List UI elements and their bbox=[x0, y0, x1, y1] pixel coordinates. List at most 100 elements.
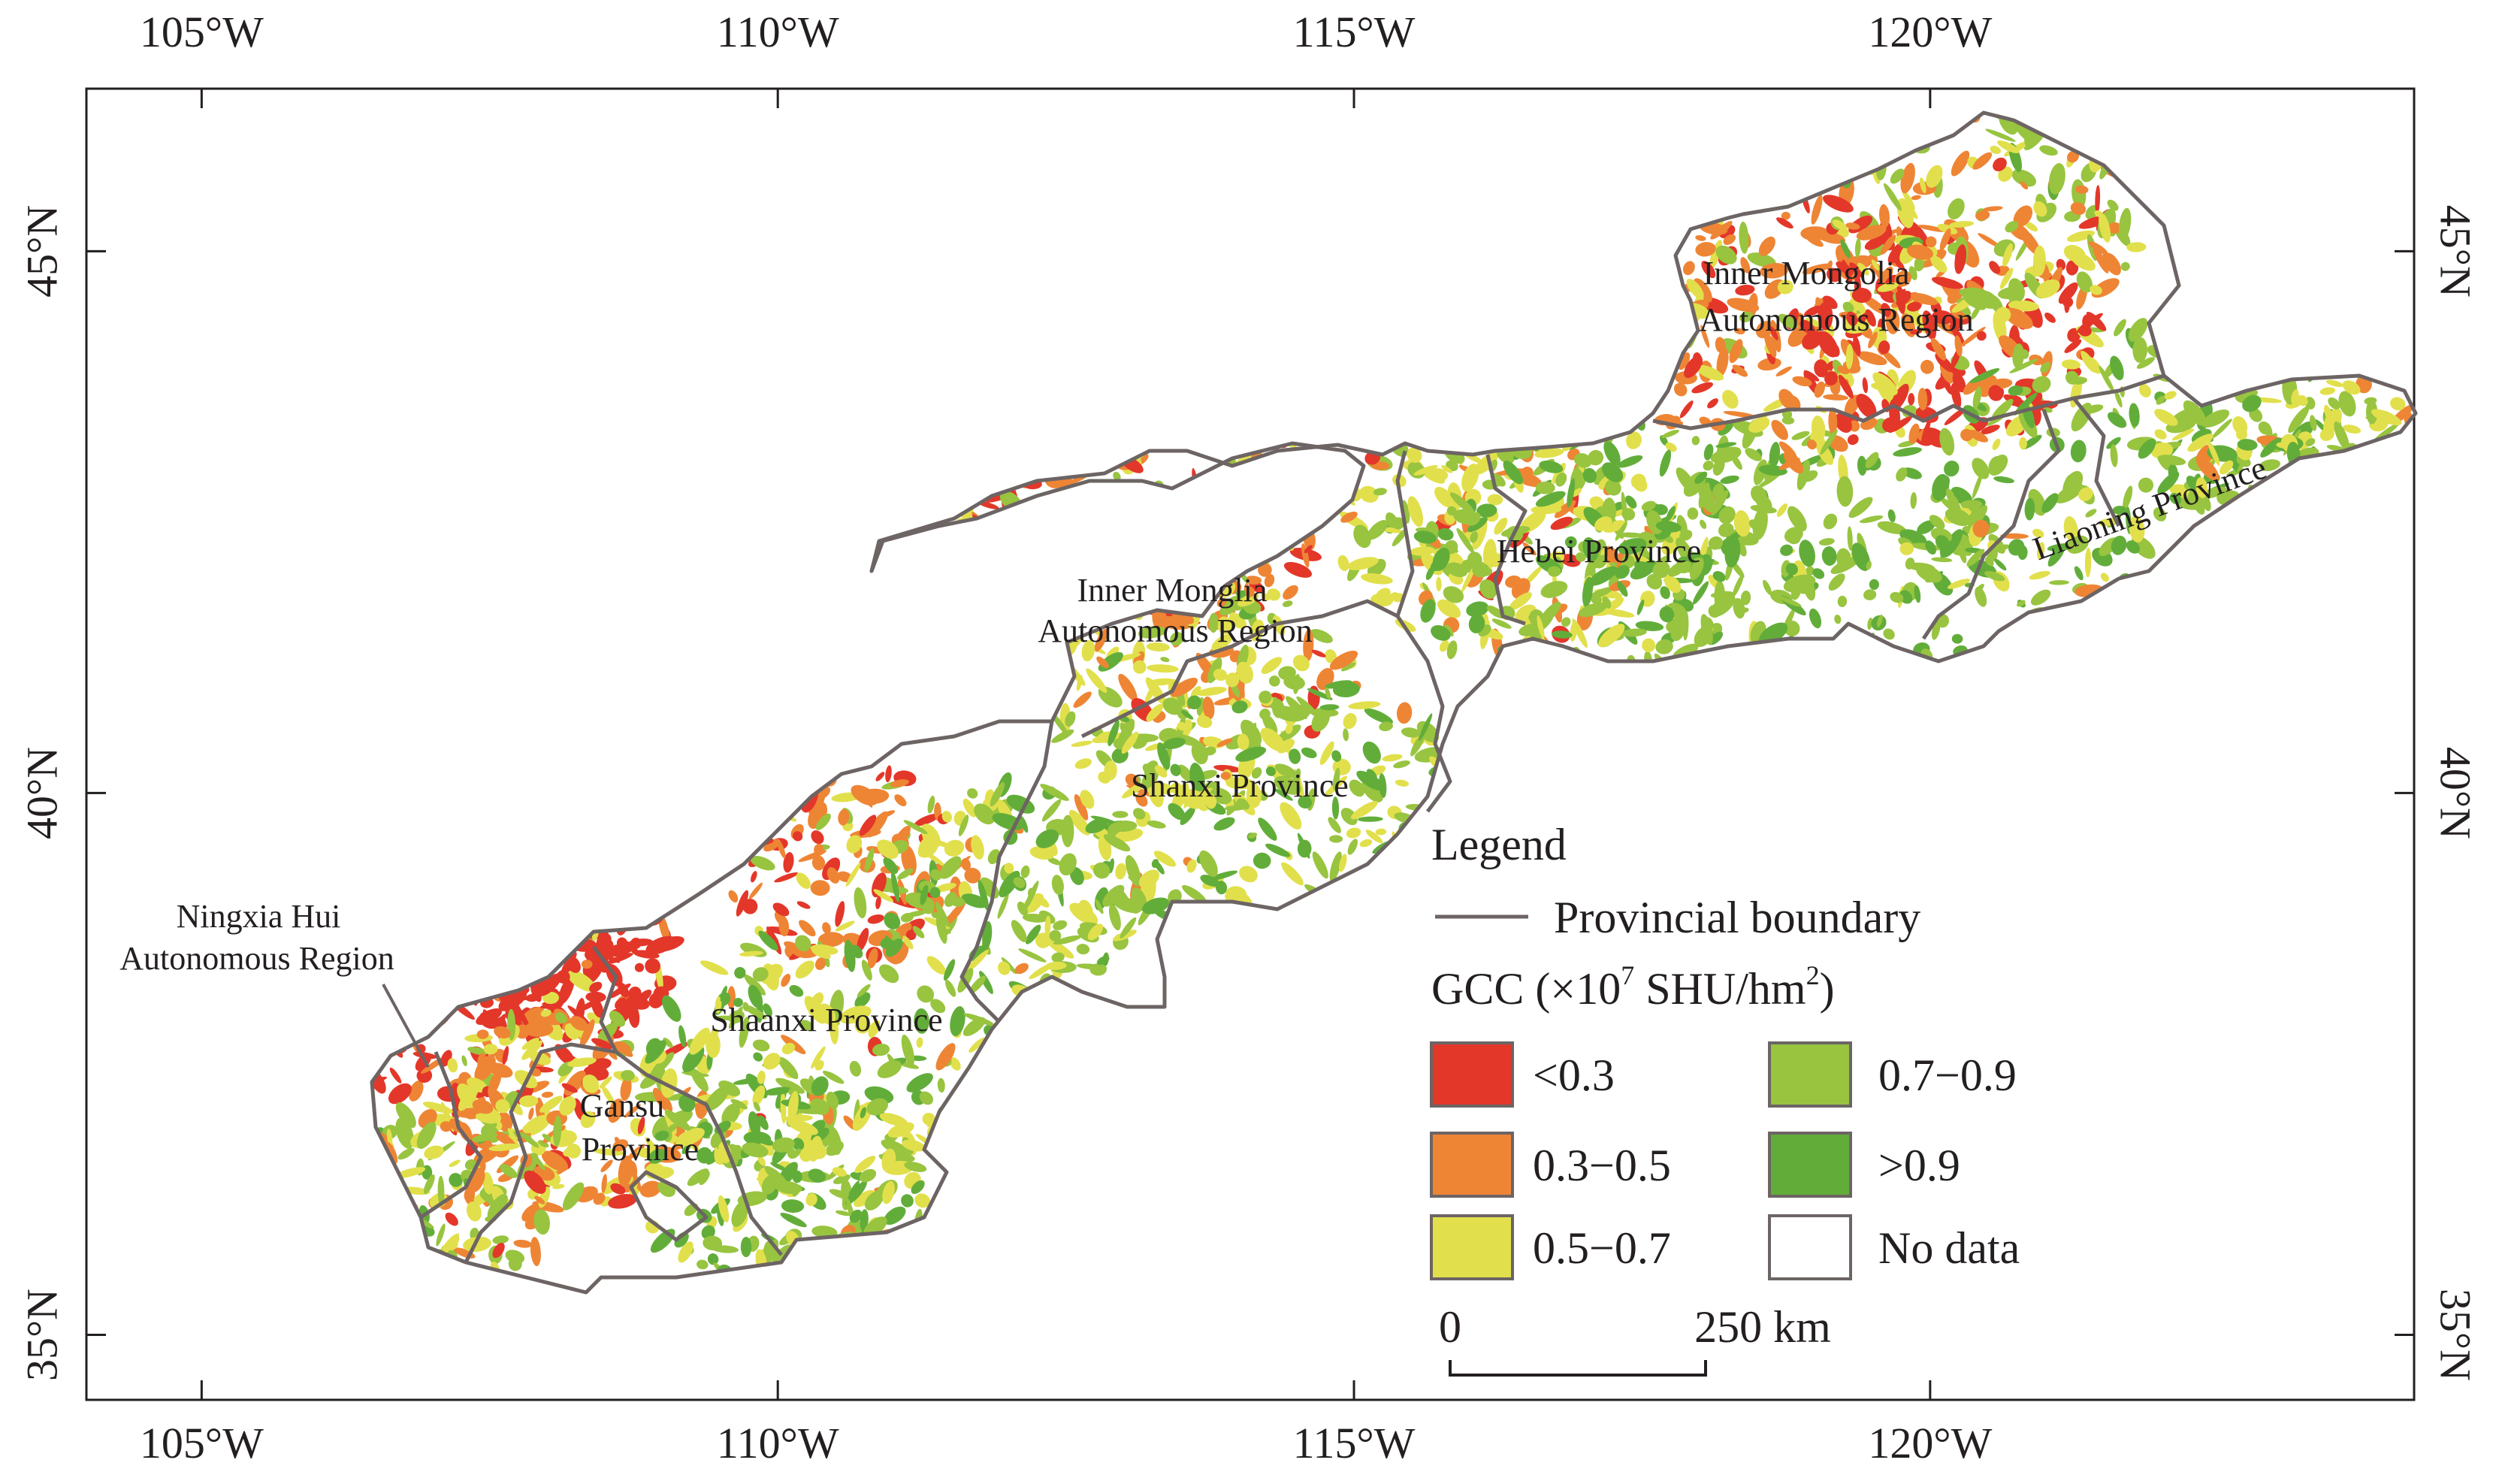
gcc-patch bbox=[1071, 740, 1093, 747]
gcc-patch bbox=[703, 1235, 723, 1251]
gcc-patch bbox=[967, 788, 978, 799]
label-ningxia-1: Ningxia Hui bbox=[177, 898, 341, 935]
gcc-patch bbox=[624, 1104, 641, 1118]
lon-label-bottom-1: 110°W bbox=[717, 1419, 839, 1467]
gcc-patch bbox=[733, 997, 743, 1008]
gcc-patch bbox=[654, 1130, 669, 1141]
gcc-patch bbox=[1076, 963, 1107, 970]
gcc-patch bbox=[770, 1162, 787, 1171]
gcc-patch bbox=[580, 1111, 596, 1129]
legend-swatch-2 bbox=[1430, 1214, 1514, 1280]
gcc-patch bbox=[753, 1052, 763, 1062]
gcc-patch bbox=[808, 1135, 823, 1162]
legend-swatch-1 bbox=[1430, 1132, 1514, 1198]
gcc-patch bbox=[838, 808, 850, 826]
gcc-patch bbox=[1086, 668, 1107, 694]
gcc-patch bbox=[868, 1020, 881, 1038]
gcc-patch bbox=[524, 1021, 554, 1038]
gcc-patch bbox=[799, 920, 816, 937]
gcc-patch bbox=[1219, 595, 1243, 616]
gcc-patch bbox=[1237, 593, 1259, 607]
label-shaanxi: Shaanxi Province bbox=[710, 1002, 942, 1038]
gcc-patch bbox=[1096, 956, 1110, 966]
gcc-patch bbox=[854, 1017, 871, 1034]
gcc-patch bbox=[1319, 741, 1334, 766]
gcc-patch bbox=[714, 1147, 720, 1164]
gcc-patch bbox=[851, 784, 878, 806]
gcc-patch bbox=[1282, 600, 1293, 607]
gcc-patch bbox=[1076, 944, 1090, 955]
gcc-patch bbox=[849, 1209, 863, 1223]
gcc-patch bbox=[487, 1194, 508, 1220]
gcc-patch bbox=[1074, 758, 1092, 769]
gcc-patch bbox=[591, 1038, 613, 1050]
gcc-patch bbox=[1147, 678, 1176, 686]
gcc-patch bbox=[850, 945, 863, 959]
gcc-patch bbox=[471, 1132, 498, 1142]
gcc-patch bbox=[1146, 642, 1170, 651]
gcc-patch bbox=[772, 902, 790, 917]
gcc-patch bbox=[637, 1117, 645, 1135]
gcc-patch bbox=[553, 1115, 562, 1147]
gcc-patch bbox=[1244, 576, 1262, 585]
gcc-patch bbox=[1081, 640, 1095, 662]
gcc-patch bbox=[903, 820, 928, 835]
gcc-patch bbox=[660, 1042, 688, 1058]
gcc-patch bbox=[1311, 649, 1326, 657]
gcc-patch bbox=[963, 1013, 995, 1026]
gcc-patch bbox=[763, 1241, 774, 1261]
gcc-patch bbox=[1074, 793, 1089, 821]
legend-label-0: <0.3 bbox=[1533, 1050, 1615, 1100]
gcc-patch bbox=[943, 959, 956, 981]
gcc-patch bbox=[763, 839, 781, 852]
gcc-patch bbox=[483, 1044, 498, 1055]
gcc-patch bbox=[949, 1057, 961, 1071]
gcc-patch bbox=[495, 1099, 510, 1114]
gcc-patch bbox=[752, 967, 769, 982]
gcc-patch bbox=[832, 1167, 847, 1177]
gcc-patch bbox=[774, 1180, 802, 1195]
gcc-patch bbox=[796, 901, 811, 909]
gcc-patch bbox=[599, 1076, 612, 1089]
gcc-patch bbox=[1080, 790, 1095, 809]
gcc-patch bbox=[436, 1223, 446, 1247]
gcc-patch bbox=[600, 939, 614, 962]
gcc-patch bbox=[461, 1055, 467, 1066]
legend-swatch-0 bbox=[1430, 1041, 1514, 1108]
gcc-patch bbox=[920, 884, 929, 905]
gcc-patch bbox=[1177, 721, 1186, 731]
gcc-patch bbox=[645, 958, 660, 974]
gcc-patch bbox=[437, 1175, 445, 1207]
gcc-patch bbox=[728, 890, 739, 903]
gcc-patch bbox=[1283, 585, 1298, 600]
gcc-patch bbox=[733, 1077, 760, 1085]
gcc-patch bbox=[615, 997, 627, 1010]
gcc-patch bbox=[519, 1095, 539, 1108]
gcc-patch bbox=[600, 1159, 613, 1173]
gcc-patch bbox=[1125, 773, 1139, 787]
gcc-patch bbox=[609, 1011, 626, 1027]
gcc-patch bbox=[968, 1037, 986, 1053]
gcc-patch bbox=[1122, 781, 1147, 799]
gcc-patch bbox=[764, 1165, 787, 1186]
gcc-patch bbox=[885, 765, 892, 783]
gcc-patch bbox=[854, 1189, 876, 1207]
gcc-patch bbox=[502, 1045, 509, 1065]
lon-label-top-3: 120°W bbox=[1868, 8, 1992, 56]
gcc-patch bbox=[1211, 634, 1232, 651]
gcc-patch bbox=[1108, 858, 1114, 874]
gcc-patch bbox=[808, 1168, 826, 1183]
gcc-patch bbox=[445, 1212, 458, 1226]
gcc-patch bbox=[826, 1126, 842, 1156]
gcc-patch bbox=[1301, 747, 1317, 759]
gcc-patch bbox=[905, 910, 927, 917]
gcc-patch bbox=[887, 1122, 914, 1138]
gcc-patch bbox=[783, 852, 794, 873]
gcc-patch bbox=[1040, 784, 1069, 802]
gcc-patch bbox=[854, 887, 867, 919]
gcc-patch bbox=[1073, 691, 1092, 709]
gcc-patch bbox=[914, 1008, 929, 1034]
gcc-patch bbox=[416, 1121, 437, 1150]
gcc-patch bbox=[902, 1139, 926, 1152]
scalebar-start-label: 0 bbox=[1439, 1302, 1461, 1352]
